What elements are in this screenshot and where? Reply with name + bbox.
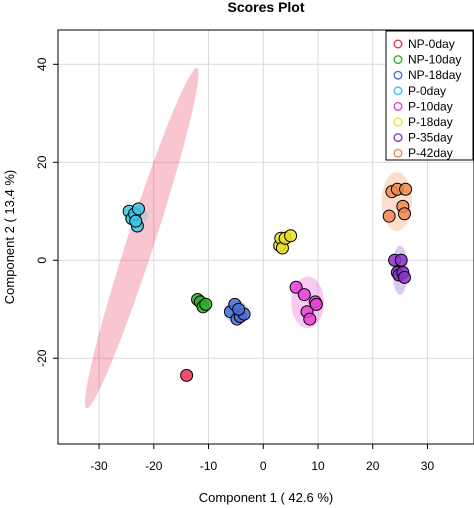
data-point [399, 182, 413, 196]
data-point [199, 297, 213, 311]
legend-marker [393, 86, 403, 96]
data-point [297, 288, 311, 302]
legend-label: NP-10day [408, 53, 461, 67]
legend-label: P-42day [408, 146, 453, 160]
data-point [382, 209, 396, 223]
data-point [397, 270, 411, 284]
legend-label: P-18day [408, 115, 453, 129]
data-point [289, 280, 303, 294]
y-tick-label: 20 [35, 155, 49, 169]
legend-label: P-0day [408, 84, 446, 98]
x-tick-label: -30 [90, 459, 108, 473]
confidence-ellipses [84, 68, 413, 409]
legend-label: NP-0day [408, 37, 455, 51]
data-point [303, 312, 317, 326]
x-axis-label: Component 1 ( 42.6 %) [199, 490, 333, 505]
data-point [394, 253, 408, 267]
data-points [122, 182, 413, 382]
x-tick-label: 10 [311, 459, 325, 473]
legend-label: P-35day [408, 131, 453, 145]
data-point [309, 297, 323, 311]
confidence-ellipse [84, 68, 199, 409]
data-point [284, 229, 298, 243]
x-tick-label: -10 [200, 459, 218, 473]
y-axis-ticks: -20 0 20 40 [35, 57, 58, 367]
legend-label: NP-18day [408, 68, 461, 82]
chart-title: Scores Plot [227, 0, 304, 15]
data-point [129, 214, 143, 228]
legend-marker [393, 70, 403, 80]
plot-frame [57, 29, 474, 445]
legend-marker [393, 55, 403, 65]
y-tick-label: -20 [35, 349, 49, 367]
data-point [232, 302, 246, 316]
x-tick-label: 30 [421, 459, 435, 473]
y-tick-label: 40 [35, 57, 49, 71]
legend-marker [393, 101, 403, 111]
x-tick-label: 20 [366, 459, 380, 473]
data-point [397, 207, 411, 221]
legend-marker [393, 39, 403, 49]
legend-box [385, 30, 474, 161]
x-tick-label: 0 [260, 459, 267, 473]
x-tick-label: -20 [145, 459, 163, 473]
legend-marker [393, 148, 403, 158]
legend-label: P-10day [408, 99, 453, 113]
confidence-ellipse [381, 172, 413, 231]
legend-marker [393, 117, 403, 127]
data-point [180, 368, 194, 382]
x-axis-ticks: -30 -20 -10 0 10 20 30 [90, 444, 434, 473]
legend-marker [393, 133, 403, 143]
y-tick-label: 0 [35, 257, 49, 264]
y-axis-label: Component 2 ( 13.4 %) [2, 170, 17, 304]
data-point [131, 202, 145, 216]
